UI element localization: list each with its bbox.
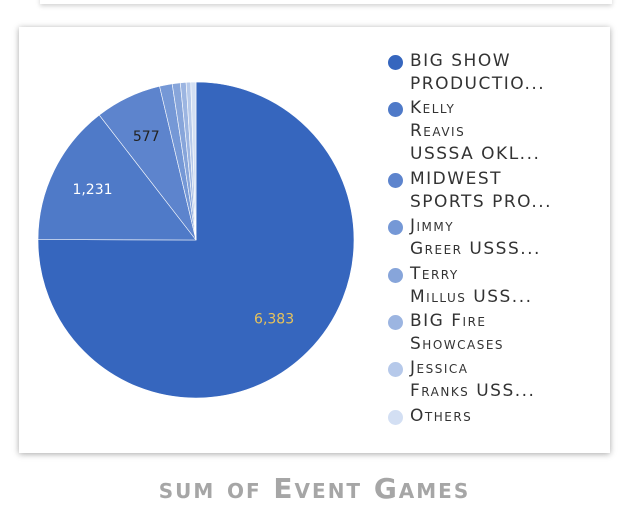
legend-label: Kelly Reavis USSSA OKL... (410, 98, 541, 164)
legend-swatch (388, 362, 403, 377)
legend-label: Jessica Franks USS... (410, 358, 536, 401)
legend-label: BIG Fire Showcases (410, 311, 505, 354)
legend-swatch (388, 268, 403, 283)
previous-card-edge (40, 0, 612, 4)
pie-slice-8[interactable] (190, 81, 197, 241)
legend-label: BIG SHOW PRODUCTIO... (410, 51, 546, 94)
legend-label: Terry Millus USS... (410, 264, 533, 307)
legend-swatch (388, 220, 403, 235)
legend-label: MIDWEST SPORTS PRO... (410, 169, 553, 212)
legend-swatch (388, 173, 403, 188)
pie-data-labels: 6,383 1,231 577 (72, 129, 294, 327)
legend-label: Jimmy Greer USSS... (410, 216, 541, 259)
legend-swatch (388, 410, 403, 425)
slice-value-label-1: 6,383 (254, 311, 294, 327)
pie-slices (37, 81, 355, 399)
legend-label: Others (410, 406, 473, 426)
slice-value-label-3: 577 (133, 129, 160, 145)
legend-swatch (388, 55, 403, 70)
legend-swatch (388, 102, 403, 117)
pie-slice-2[interactable] (37, 114, 197, 241)
chart-title: sum of Event Games (158, 472, 471, 505)
slice-value-label-2: 1,231 (72, 182, 112, 198)
legend-swatch (388, 315, 403, 330)
